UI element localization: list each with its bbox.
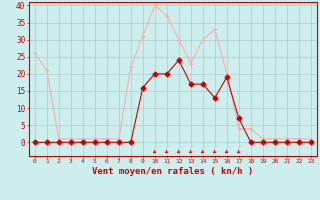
- X-axis label: Vent moyen/en rafales ( kn/h ): Vent moyen/en rafales ( kn/h ): [92, 167, 253, 176]
